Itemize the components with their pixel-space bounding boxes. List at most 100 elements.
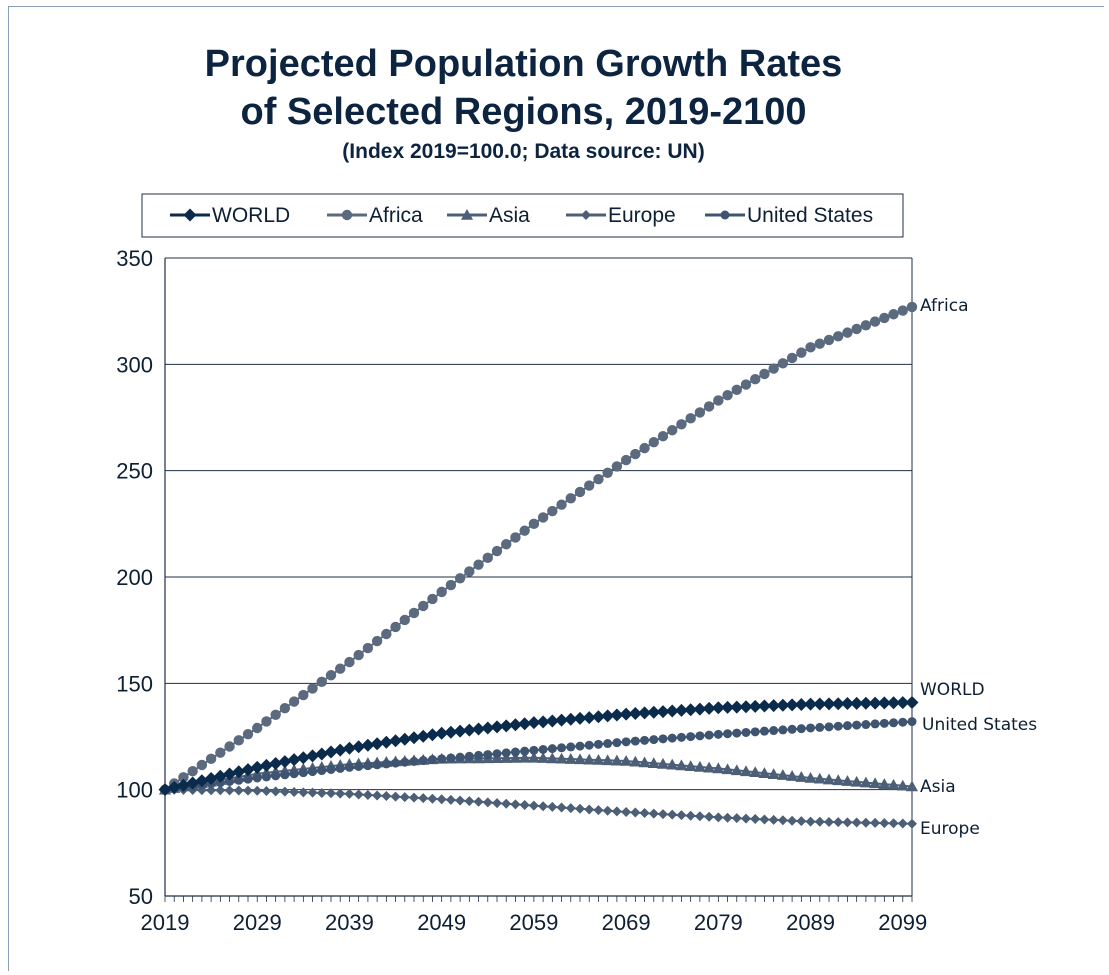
data-point	[206, 785, 217, 796]
axes: 50 100 150 200 250 300 350 2019 2029 2039 2049 2059…	[116, 246, 927, 935]
x-tick-label: 2039	[325, 910, 374, 935]
data-point	[601, 754, 614, 766]
data-point	[721, 763, 734, 775]
data-point	[694, 811, 705, 822]
data-point	[711, 701, 725, 715]
data-point	[638, 706, 652, 720]
data-point	[444, 725, 458, 739]
data-point	[418, 756, 428, 766]
data-point	[398, 732, 412, 746]
data-point	[796, 347, 807, 358]
data-point	[906, 301, 918, 313]
data-point	[187, 765, 198, 777]
data-point	[879, 818, 890, 829]
data-point	[288, 696, 300, 707]
data-point	[704, 730, 714, 740]
x-tick-label: 2049	[417, 910, 466, 935]
data-point	[879, 312, 890, 324]
data-point	[234, 775, 244, 785]
data-point	[850, 696, 864, 710]
data-point	[474, 750, 484, 760]
data-point	[879, 718, 889, 728]
data-point	[713, 812, 724, 823]
data-point	[445, 794, 456, 805]
x-tick-label: 2069	[602, 910, 651, 935]
data-point	[804, 697, 818, 711]
data-point	[335, 788, 346, 799]
data-point	[832, 774, 845, 786]
data-point	[510, 799, 521, 810]
data-point	[868, 696, 882, 710]
data-point	[482, 552, 493, 564]
data-point	[870, 817, 881, 828]
data-point	[850, 775, 863, 787]
data-point	[804, 771, 817, 783]
x-tick-label: 2059	[509, 910, 558, 935]
data-point	[215, 747, 226, 758]
data-point	[823, 773, 835, 785]
data-point	[372, 790, 383, 801]
data-point	[813, 697, 827, 711]
data-point	[665, 704, 679, 718]
data-point	[620, 454, 632, 466]
data-point	[667, 809, 678, 820]
data-point	[518, 751, 531, 763]
data-point	[270, 709, 281, 721]
data-point	[592, 753, 605, 765]
x-tick-label: 2089	[786, 910, 835, 935]
data-point	[547, 505, 558, 517]
legend-label: Africa	[369, 204, 423, 227]
data-point	[795, 771, 808, 782]
data-point	[787, 724, 797, 734]
data-point	[630, 736, 640, 746]
data-point	[831, 697, 845, 711]
data-point	[307, 683, 318, 694]
end-label-europe: Europe	[920, 819, 980, 839]
data-point	[574, 753, 586, 765]
data-point	[501, 539, 512, 550]
data-point	[712, 762, 725, 774]
data-point	[822, 697, 836, 711]
data-point	[722, 389, 733, 401]
data-point	[741, 727, 751, 737]
data-point	[510, 747, 520, 757]
data-point	[731, 384, 742, 396]
data-point	[528, 800, 539, 811]
data-point	[593, 805, 604, 816]
data-point	[307, 787, 318, 798]
data-point	[437, 754, 447, 764]
series-line	[164, 305, 913, 791]
y-tick-label: 300	[116, 352, 153, 377]
data-point	[814, 338, 825, 349]
data-point	[371, 635, 383, 647]
series-united-states	[160, 717, 917, 795]
data-point	[363, 761, 373, 771]
data-point	[611, 806, 622, 817]
data-point	[233, 785, 244, 796]
data-point	[261, 786, 272, 797]
data-point	[694, 407, 706, 418]
data-point	[602, 805, 613, 816]
data-point	[391, 758, 401, 768]
data-point	[628, 707, 642, 721]
data-point	[638, 756, 651, 768]
data-point	[464, 751, 474, 761]
data-point	[381, 759, 391, 769]
data-point	[473, 796, 484, 807]
data-point	[823, 334, 835, 346]
chart-frame	[8, 6, 1104, 971]
data-point	[898, 717, 908, 727]
data-point	[536, 715, 550, 729]
data-point	[481, 721, 495, 735]
y-tick-label: 100	[116, 778, 153, 803]
data-point	[342, 741, 356, 755]
data-point	[509, 751, 522, 763]
data-point	[824, 722, 834, 732]
data-point	[325, 670, 337, 681]
data-point	[259, 758, 273, 772]
data-point	[603, 739, 613, 749]
data-point	[538, 744, 548, 754]
data-point	[786, 770, 799, 781]
data-point	[750, 374, 761, 385]
